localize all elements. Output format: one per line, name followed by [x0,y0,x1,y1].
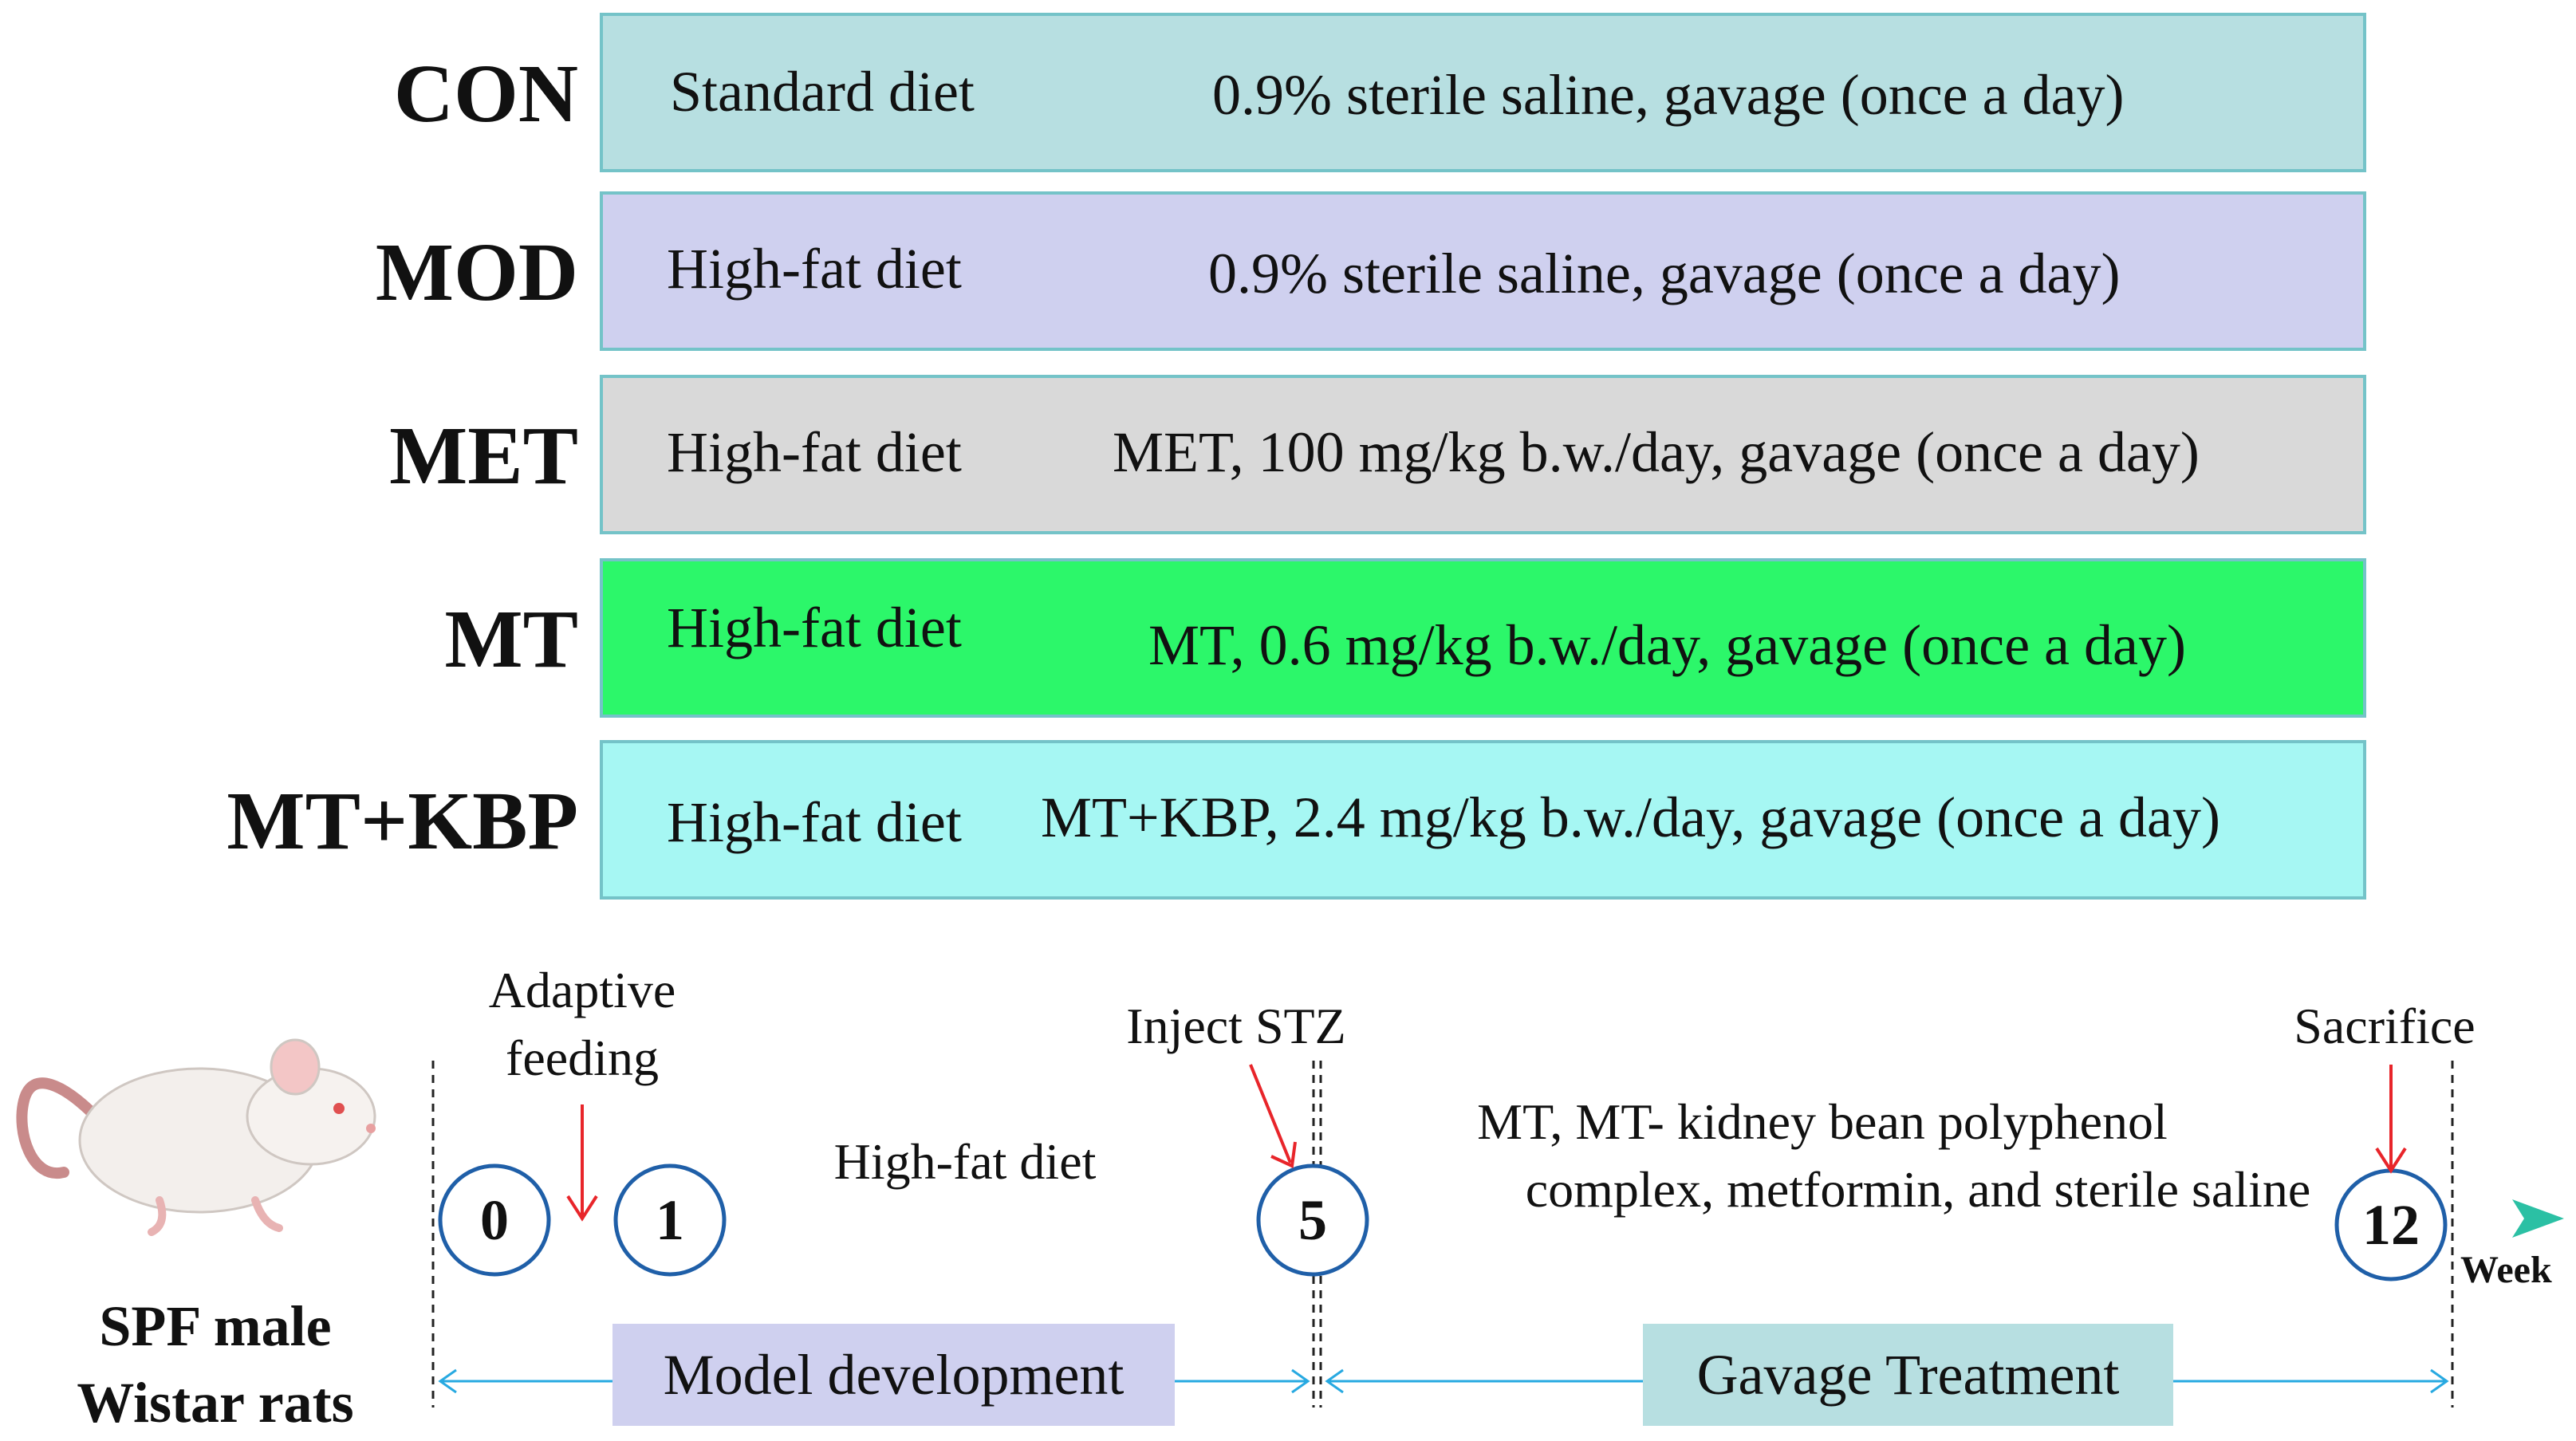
group-label: MT+KBP [226,775,578,867]
high-fat-diet-label: High-fat diet [833,1133,1097,1190]
group-box [600,13,2366,172]
group-row-met: MET High-fat diet MET, 100 mg/kg b.w./da… [0,375,2576,537]
group-row-mod: MOD High-fat diet 0.9% sterile saline, g… [0,191,2576,354]
gavage-desc-line2: complex, metformin, and sterile saline [1525,1161,2311,1218]
diet-text: Standard diet [670,60,975,124]
group-row-con: CON Standard diet 0.9% sterile saline, g… [0,13,2576,175]
group-row-mt-kbp: MT+KBP High-fat diet MT+KBP, 2.4 mg/kg b… [0,740,2576,903]
week-circle-1 [613,1163,727,1277]
phase-model-development: Model development [612,1324,1175,1426]
stz-arrow [1249,1064,1292,1163]
group-label: CON [393,48,578,140]
week-label-1: 1 [656,1188,684,1252]
gavage-desc-line1: MT, MT- kidney bean polyphenol [1477,1093,2168,1150]
treatment-text: MET, 100 mg/kg b.w./day, gavage (once a … [1113,420,2200,484]
week-circle-0 [438,1163,551,1277]
diet-text: High-fat diet [667,237,962,301]
group-box [600,558,2366,718]
group-box [600,740,2366,900]
axis-arrowhead [2512,1199,2564,1238]
treatment-text: MT+KBP, 2.4 mg/kg b.w./day, gavage (once… [1041,785,2220,849]
subjects-label: SPF male Wistar rats [32,1288,399,1441]
group-row-mt: MT High-fat diet MT, 0.6 mg/kg b.w./day,… [0,558,2576,721]
group-box [600,375,2366,534]
rat-illustration [16,1038,376,1236]
adaptive-label-line2: feeding [506,1030,659,1086]
timeline-graphic [16,1038,2564,1408]
diet-text: High-fat diet [667,420,962,484]
week-circle-5 [1256,1163,1369,1277]
phase-gavage-treatment: Gavage Treatment [1643,1324,2173,1426]
week-label-0: 0 [480,1188,509,1252]
week-label-5: 5 [1298,1188,1327,1252]
inject-stz-label: Inject STZ [1126,998,1346,1054]
treatment-text: 0.9% sterile saline, gavage (once a day) [1212,63,2125,127]
week-label-12: 12 [2362,1193,2420,1257]
subjects-line1: SPF male [99,1294,332,1358]
diet-text: High-fat diet [667,596,962,659]
subjects-line2: Wistar rats [77,1371,354,1435]
diet-text: High-fat diet [667,790,962,854]
axis-unit-label: Week [2460,1249,2552,1291]
group-box [600,191,2366,351]
treatment-text: 0.9% sterile saline, gavage (once a day) [1208,242,2121,305]
group-label: MOD [375,226,578,318]
group-label: MET [389,410,578,502]
treatment-text: MT, 0.6 mg/kg b.w./day, gavage (once a d… [1148,613,2186,677]
adaptive-label-line1: Adaptive [488,962,676,1018]
group-label: MT [444,593,578,685]
sacrifice-label: Sacrifice [2294,998,2476,1054]
